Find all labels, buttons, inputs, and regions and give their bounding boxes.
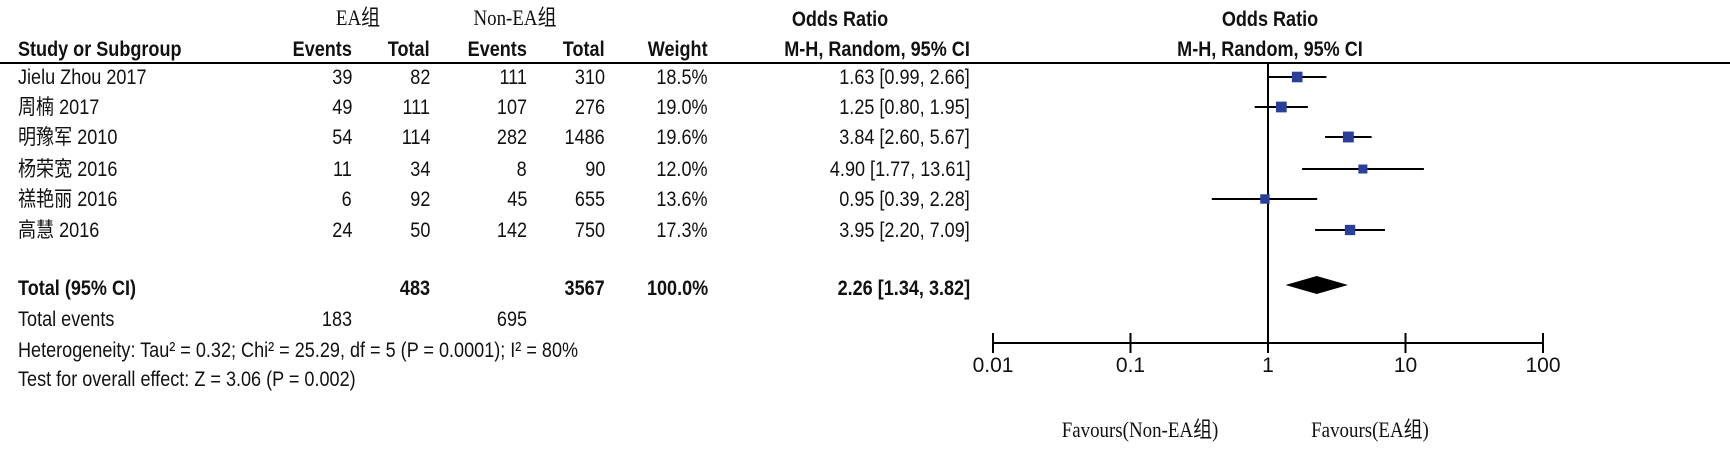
col-non-total: Total bbox=[563, 38, 605, 61]
study-name: 周楠 2017 bbox=[18, 96, 100, 119]
non-ea-events: 107 bbox=[496, 96, 527, 119]
non-ea-total: 1486 bbox=[564, 126, 605, 149]
ea-events: 6 bbox=[341, 188, 352, 211]
weight: 12.0% bbox=[656, 158, 708, 181]
x-tick-label: 1 bbox=[1262, 354, 1274, 377]
odds-ratio-header: Odds Ratio bbox=[791, 8, 889, 31]
study-name: 明豫军 2010 bbox=[18, 126, 118, 149]
ea-total: 34 bbox=[409, 158, 430, 181]
total-non-total: 3567 bbox=[564, 277, 605, 300]
ea-events: 24 bbox=[331, 219, 352, 242]
col-non-events: Events bbox=[467, 38, 527, 61]
total-ci: 2.26 [1.34, 3.82] bbox=[837, 277, 970, 300]
total-weight: 100.0% bbox=[646, 277, 708, 300]
odds-ratio-ci: 1.63 [0.99, 2.66] bbox=[839, 66, 970, 89]
study-name: 高慧 2016 bbox=[18, 219, 100, 242]
study-marker bbox=[1358, 164, 1368, 174]
total-ea-total: 483 bbox=[399, 277, 430, 300]
ea-events: 39 bbox=[331, 66, 352, 89]
non-ea-total: 750 bbox=[574, 219, 605, 242]
ea-total: 50 bbox=[409, 219, 430, 242]
total-label: Total (95% CI) bbox=[18, 277, 137, 300]
col-ea-total: Total bbox=[388, 38, 430, 61]
ea-total: 82 bbox=[409, 66, 430, 89]
non-ea-total: 90 bbox=[584, 158, 605, 181]
study-marker bbox=[1260, 194, 1270, 204]
weight: 19.6% bbox=[656, 126, 708, 149]
odds-ratio-ci: 3.95 [2.20, 7.09] bbox=[839, 219, 970, 242]
odds-ratio-ci: 0.95 [0.39, 2.28] bbox=[839, 188, 970, 211]
non-ea-total: 276 bbox=[574, 96, 605, 119]
non-ea-events: 111 bbox=[499, 66, 527, 89]
overall-effect-text: Test for overall effect: Z = 3.06 (P = 0… bbox=[18, 368, 356, 391]
x-tick-label: 100 bbox=[1525, 354, 1560, 377]
odds-ratio-ci: 4.90 [1.77, 13.61] bbox=[829, 158, 970, 181]
weight: 17.3% bbox=[656, 219, 708, 242]
favours-left: Favours(Non-EA组) bbox=[1061, 417, 1219, 442]
total-non-events: 695 bbox=[496, 308, 527, 331]
weight: 13.6% bbox=[656, 188, 708, 211]
odds-ratio-ci: 1.25 [0.80, 1.95] bbox=[839, 96, 970, 119]
col-ci: M-H, Random, 95% CI bbox=[784, 38, 970, 61]
ea-total: 92 bbox=[409, 188, 430, 211]
plot-subtitle: M-H, Random, 95% CI bbox=[1177, 38, 1363, 61]
heterogeneity-text: Heterogeneity: Tau² = 0.32; Chi² = 25.29… bbox=[18, 339, 579, 362]
non-ea-events: 8 bbox=[516, 158, 527, 181]
study-name: Jielu Zhou 2017 bbox=[18, 66, 147, 89]
group-ea-header: EA组 bbox=[335, 5, 381, 30]
weight: 18.5% bbox=[656, 66, 708, 89]
col-weight: Weight bbox=[648, 38, 708, 61]
ea-total: 111 bbox=[402, 96, 430, 119]
study-marker bbox=[1344, 224, 1356, 236]
pooled-diamond bbox=[1285, 276, 1349, 294]
x-tick-label: 10 bbox=[1394, 354, 1417, 377]
non-ea-events: 282 bbox=[496, 126, 527, 149]
study-marker bbox=[1275, 101, 1287, 113]
col-study: Study or Subgroup bbox=[18, 38, 182, 61]
non-ea-total: 655 bbox=[574, 188, 605, 211]
ea-events: 11 bbox=[333, 158, 352, 181]
group-non-ea-header: Non-EA组 bbox=[473, 5, 557, 30]
plot-title: Odds Ratio bbox=[1221, 8, 1319, 31]
study-marker bbox=[1291, 71, 1303, 83]
x-tick-label: 0.01 bbox=[973, 354, 1014, 377]
non-ea-events: 45 bbox=[506, 188, 527, 211]
ea-total: 114 bbox=[401, 126, 430, 149]
ea-events: 49 bbox=[331, 96, 352, 119]
non-ea-events: 142 bbox=[496, 219, 527, 242]
study-name: 杨荣宽 2016 bbox=[18, 158, 118, 181]
total-events-label: Total events bbox=[18, 308, 115, 331]
x-tick-label: 0.1 bbox=[1116, 354, 1145, 377]
study-name: 禚艳丽 2016 bbox=[18, 188, 118, 211]
non-ea-total: 310 bbox=[574, 66, 605, 89]
col-ea-events: Events bbox=[292, 38, 352, 61]
total-ea-events: 183 bbox=[321, 308, 352, 331]
weight: 19.0% bbox=[656, 96, 708, 119]
study-marker bbox=[1342, 131, 1354, 143]
favours-right: Favours(EA组) bbox=[1311, 417, 1429, 442]
odds-ratio-ci: 3.84 [2.60, 5.67] bbox=[839, 126, 970, 149]
ea-events: 54 bbox=[331, 126, 352, 149]
